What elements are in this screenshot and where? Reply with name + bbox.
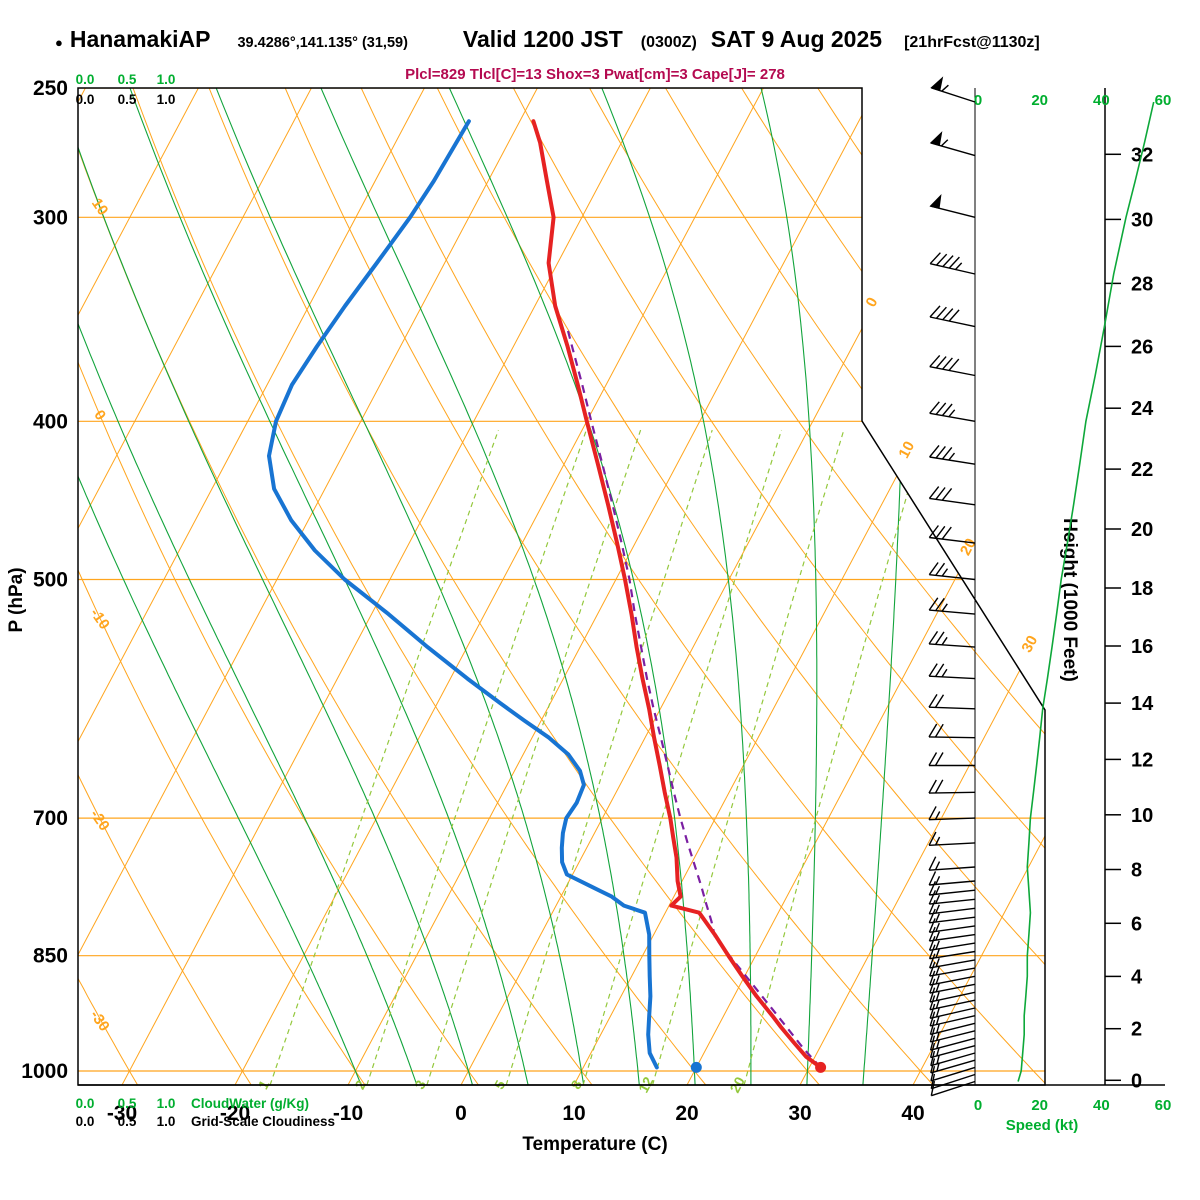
svg-text:40: 40 — [1093, 92, 1110, 109]
svg-text:-30: -30 — [86, 1007, 112, 1035]
svg-text:-10: -10 — [333, 1102, 363, 1125]
svg-text:-20: -20 — [86, 807, 112, 835]
svg-text:22: 22 — [1131, 459, 1153, 481]
svg-text:12: 12 — [1131, 749, 1153, 771]
svg-text:0.5: 0.5 — [118, 92, 137, 107]
svg-text:Height (1000 Feet): Height (1000 Feet) — [1059, 518, 1080, 682]
svg-text:2: 2 — [1131, 1019, 1142, 1041]
svg-text:1000: 1000 — [21, 1060, 68, 1083]
wind-barbs — [928, 76, 976, 1097]
svg-text:0: 0 — [455, 1102, 467, 1125]
svg-text:18: 18 — [1131, 578, 1153, 600]
svg-text:60: 60 — [1155, 92, 1172, 109]
svg-text:0.0: 0.0 — [76, 72, 95, 87]
svg-text:20: 20 — [957, 536, 980, 559]
mixing-ratio-lines — [269, 429, 927, 1085]
background-grid — [78, 88, 1045, 1085]
svg-text:60: 60 — [1155, 1097, 1172, 1114]
svg-text:P (hPa): P (hPa) — [6, 567, 27, 632]
svg-text:26: 26 — [1131, 336, 1153, 358]
svg-text:0.0: 0.0 — [76, 1096, 95, 1111]
moist-adiabats — [78, 88, 906, 1085]
svg-text:1.0: 1.0 — [157, 72, 176, 87]
svg-text:8: 8 — [1131, 859, 1142, 881]
station-name: HanamakiAP — [69, 26, 211, 52]
svg-text:14: 14 — [1131, 693, 1154, 715]
svg-text:10: 10 — [1131, 805, 1153, 827]
svg-text:400: 400 — [33, 410, 68, 433]
svg-text:850: 850 — [33, 945, 68, 968]
wind-speed-curve — [1017, 101, 1155, 1082]
svg-text:0: 0 — [974, 92, 982, 109]
svg-text:6: 6 — [1131, 913, 1142, 935]
svg-text:0: 0 — [863, 295, 882, 310]
svg-text:20: 20 — [1031, 92, 1048, 109]
svg-text:0.0: 0.0 — [76, 1114, 95, 1129]
svg-text:700: 700 — [33, 807, 68, 830]
svg-text:-30: -30 — [107, 1102, 137, 1125]
svg-text:0.5: 0.5 — [118, 1114, 137, 1129]
svg-text:10: 10 — [88, 195, 111, 218]
surface-temperature-dot — [815, 1061, 827, 1073]
svg-text:1.0: 1.0 — [157, 1114, 176, 1129]
valid-date: SAT 9 Aug 2025 — [710, 26, 883, 52]
svg-text:Temperature (C): Temperature (C) — [522, 1134, 667, 1155]
svg-text:30: 30 — [1018, 633, 1041, 656]
svg-text:250: 250 — [33, 77, 68, 100]
svg-text:0.5: 0.5 — [118, 1096, 137, 1111]
svg-text:20: 20 — [675, 1102, 698, 1125]
svg-text:28: 28 — [1131, 273, 1153, 295]
cloud-scales: 0.0 0.0 0.5 0.5 1.0 1.0 0.0 0.0 0.5 0.5 1.0 1.0 Clou… — [76, 72, 335, 1129]
temperature-curve — [531, 119, 823, 1070]
svg-text:0: 0 — [974, 1097, 982, 1114]
svg-text:500: 500 — [33, 568, 68, 591]
svg-text:40: 40 — [1093, 1097, 1110, 1114]
svg-text:Speed (kt): Speed (kt) — [1006, 1117, 1079, 1134]
svg-text:-20: -20 — [220, 1102, 250, 1125]
svg-text:30: 30 — [788, 1102, 811, 1125]
svg-text:10: 10 — [562, 1102, 585, 1125]
svg-text:30: 30 — [1131, 209, 1153, 231]
svg-text:20: 20 — [1031, 1097, 1048, 1114]
svg-text:20: 20 — [1131, 519, 1153, 541]
svg-text:24: 24 — [1131, 398, 1154, 420]
valid-time: Valid 1200 JST — [462, 26, 623, 52]
svg-text:0.5: 0.5 — [118, 72, 137, 87]
valid-zulu-time: (0300Z) — [640, 34, 697, 51]
dewpoint-curve — [267, 119, 659, 1070]
title-bar: ● HanamakiAP 39.4286°,141.135° (31,59) V… — [55, 26, 1040, 53]
parcel-curve — [565, 326, 822, 1069]
svg-text:-10: -10 — [87, 605, 113, 633]
svg-text:0.0: 0.0 — [76, 92, 95, 107]
sounding-indices: Plcl=829 Tlcl[C]=13 Shox=3 Pwat[cm]=3 Ca… — [405, 66, 785, 83]
svg-text:0: 0 — [1131, 1070, 1142, 1092]
svg-text:16: 16 — [1131, 636, 1153, 658]
forecast-hour: [21hrFcst@1130z] — [904, 34, 1040, 51]
svg-text:4: 4 — [1131, 966, 1143, 988]
svg-text:1.0: 1.0 — [157, 92, 176, 107]
surface-dewpoint-dot — [690, 1061, 702, 1073]
station-coords: 39.4286°,141.135° (31,59) — [237, 35, 408, 51]
svg-text:Grid-Scale Cloudiness: Grid-Scale Cloudiness — [191, 1114, 335, 1129]
svg-text:CloudWater (g/Kg): CloudWater (g/Kg) — [191, 1096, 309, 1111]
svg-text:300: 300 — [33, 206, 68, 229]
svg-text:40: 40 — [901, 1102, 924, 1125]
svg-text:1.0: 1.0 — [157, 1096, 176, 1111]
sounding-profiles — [267, 119, 827, 1073]
svg-text:10: 10 — [895, 439, 918, 462]
station-marker-icon: ● — [55, 35, 63, 50]
